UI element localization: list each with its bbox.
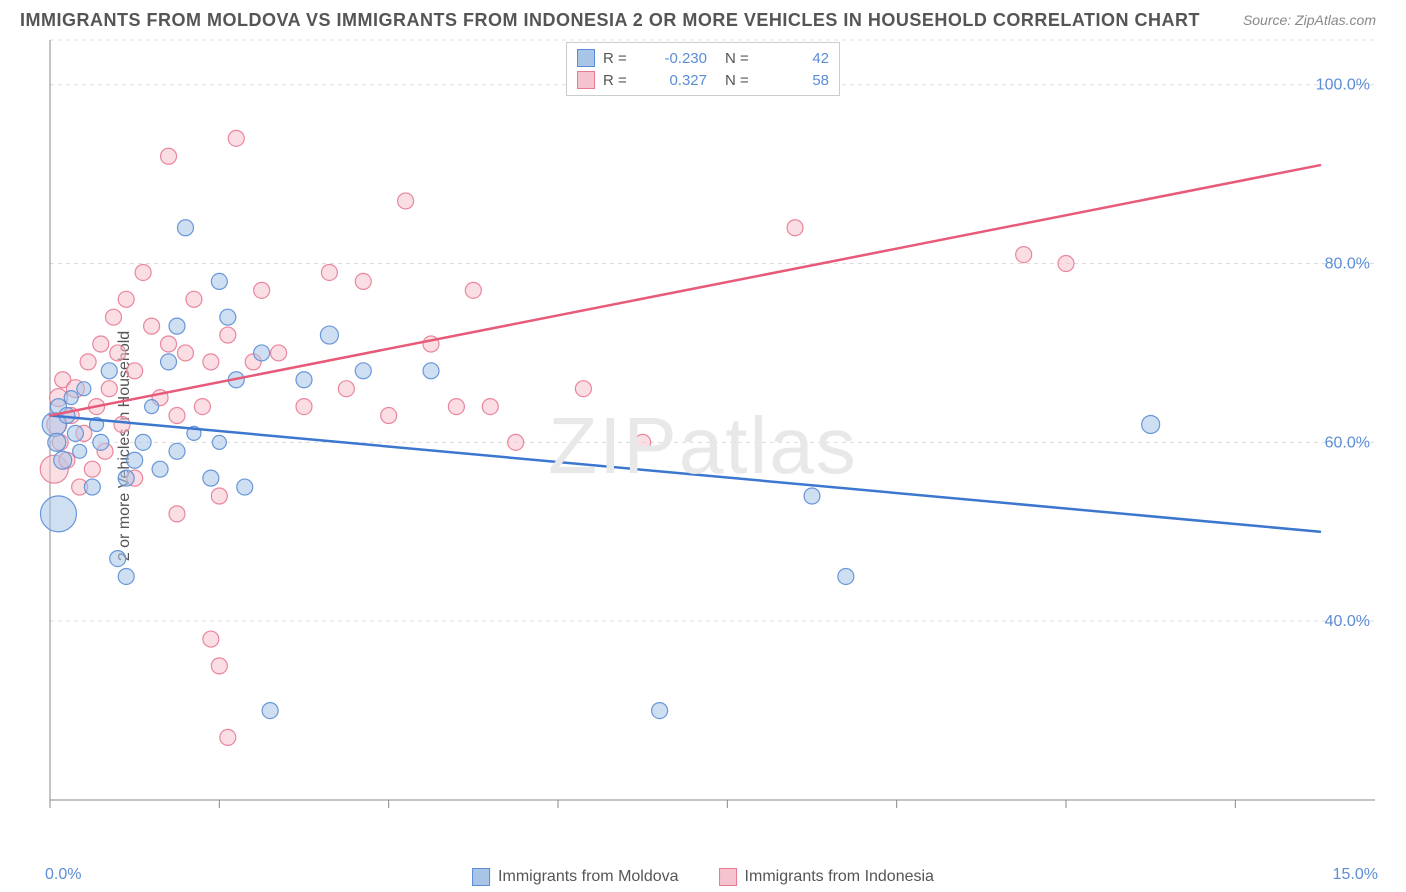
r-value-moldova: -0.230 [647,50,707,67]
x-axis-max-label: 15.0% [1333,866,1378,884]
n-value-moldova: 42 [769,50,829,67]
legend-label-indonesia: Immigrants from Indonesia [745,868,934,886]
legend-entry-moldova: Immigrants from Moldova [472,868,679,886]
series-legend: Immigrants from Moldova Immigrants from … [472,868,934,886]
svg-text:100.0%: 100.0% [1316,77,1370,94]
legend-swatch-indonesia [719,868,737,886]
r-value-indonesia: 0.327 [647,72,707,89]
svg-text:80.0%: 80.0% [1325,256,1370,273]
stats-row-moldova: R = -0.230 N = 42 [577,47,829,69]
swatch-moldova [577,49,595,67]
legend-swatch-moldova [472,868,490,886]
legend-entry-indonesia: Immigrants from Indonesia [719,868,934,886]
svg-text:40.0%: 40.0% [1325,613,1370,630]
stats-legend: R = -0.230 N = 42 R = 0.327 N = 58 [566,42,840,96]
x-axis-min-label: 0.0% [45,866,81,884]
correlation-scatter-chart: 40.0% 60.0% 80.0% 100.0% [0,0,1406,892]
n-value-indonesia: 58 [769,72,829,89]
stats-row-indonesia: R = 0.327 N = 58 [577,69,829,91]
swatch-indonesia [577,71,595,89]
legend-label-moldova: Immigrants from Moldova [498,868,679,886]
svg-text:60.0%: 60.0% [1325,434,1370,451]
